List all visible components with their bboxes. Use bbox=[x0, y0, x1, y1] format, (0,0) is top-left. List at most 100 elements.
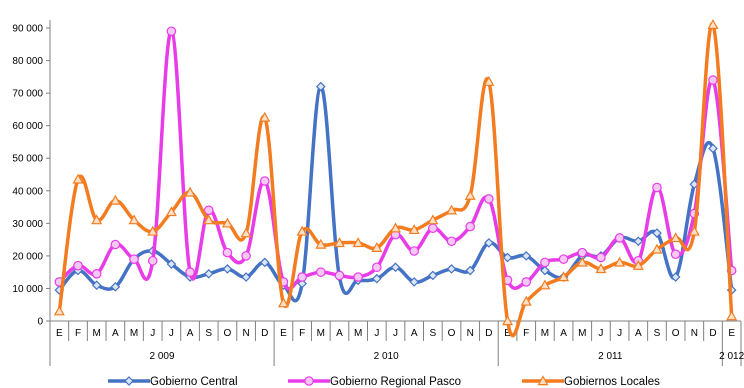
y-tick-label: 50 000 bbox=[12, 154, 43, 165]
x-tick-label: M bbox=[541, 328, 549, 339]
data-point bbox=[596, 252, 606, 263]
x-tick-label: O bbox=[224, 328, 232, 339]
data-point bbox=[315, 238, 327, 249]
data-point bbox=[409, 246, 419, 256]
data-point bbox=[297, 278, 307, 289]
data-point bbox=[240, 227, 252, 238]
data-point bbox=[577, 247, 588, 258]
series-gobierno-regional-pasco bbox=[54, 26, 737, 291]
x-tick-label: E bbox=[56, 328, 63, 339]
x-tick-label: J bbox=[598, 328, 603, 339]
x-tick-label: A bbox=[560, 328, 567, 339]
x-tick-label: S bbox=[205, 328, 212, 339]
data-point bbox=[651, 243, 663, 254]
data-point bbox=[502, 252, 513, 263]
data-point bbox=[72, 173, 84, 184]
data-point bbox=[726, 310, 738, 321]
year-group-label: 2 012 bbox=[719, 351, 744, 362]
x-tick-label: D bbox=[709, 328, 716, 339]
x-tick-label: N bbox=[691, 328, 698, 339]
data-point bbox=[558, 271, 570, 282]
data-point bbox=[184, 186, 196, 197]
data-point bbox=[241, 272, 251, 282]
x-tick-label: O bbox=[448, 328, 456, 339]
x-tick-label: A bbox=[411, 328, 418, 339]
data-point bbox=[333, 237, 345, 248]
data-point bbox=[483, 75, 495, 86]
data-point bbox=[390, 262, 401, 273]
data-point bbox=[670, 272, 681, 282]
data-point bbox=[129, 254, 139, 264]
data-point bbox=[540, 257, 550, 268]
y-tick-label: 20 000 bbox=[12, 251, 43, 262]
data-point bbox=[147, 225, 159, 236]
data-point bbox=[428, 223, 438, 234]
data-point bbox=[334, 270, 345, 281]
year-group-label: 2 011 bbox=[598, 351, 623, 362]
x-tick-label: F bbox=[299, 328, 305, 339]
data-point bbox=[221, 217, 233, 228]
data-point bbox=[558, 254, 569, 264]
x-axis: E F M A M J J A S O N D E F M A M J J A S O N D E F M A M J J A S O N D E2 0… bbox=[49, 320, 744, 366]
x-tick-label: O bbox=[672, 328, 680, 339]
series-layer bbox=[53, 19, 738, 338]
data-point bbox=[259, 176, 270, 186]
series-line bbox=[57, 84, 734, 303]
x-tick-label: M bbox=[317, 328, 325, 339]
data-point bbox=[203, 214, 215, 225]
data-point bbox=[91, 268, 102, 279]
data-point bbox=[614, 256, 626, 267]
series-line bbox=[57, 29, 734, 291]
legend-swatch-marker bbox=[124, 376, 134, 386]
data-point bbox=[315, 267, 326, 277]
y-axis: 0 10 000 20 000 30 000 40 000 50 000 60 000 70 … bbox=[12, 20, 51, 328]
data-point bbox=[371, 242, 383, 252]
data-point bbox=[53, 305, 65, 316]
data-point bbox=[595, 263, 607, 274]
data-point bbox=[277, 297, 289, 308]
data-point bbox=[222, 264, 233, 274]
legend-item: Gobiernos Locales bbox=[522, 375, 660, 388]
x-tick-label: E bbox=[504, 328, 511, 339]
data-point bbox=[110, 281, 121, 292]
data-point bbox=[446, 264, 457, 274]
data-point bbox=[708, 143, 718, 154]
legend-swatch-marker bbox=[304, 376, 314, 386]
x-tick-label: N bbox=[242, 328, 249, 339]
year-group-label: 2 009 bbox=[150, 351, 175, 362]
data-point bbox=[576, 256, 588, 267]
data-point bbox=[73, 260, 83, 271]
data-point bbox=[614, 233, 625, 243]
data-point bbox=[147, 255, 158, 266]
x-tick-label: D bbox=[485, 328, 492, 339]
y-tick-label: 0 bbox=[37, 317, 43, 328]
data-point bbox=[540, 265, 550, 276]
data-point bbox=[389, 222, 402, 233]
data-point bbox=[633, 236, 644, 247]
data-point bbox=[222, 247, 233, 258]
data-point bbox=[371, 273, 382, 284]
data-point bbox=[428, 270, 438, 281]
data-point bbox=[652, 228, 662, 238]
data-point bbox=[259, 257, 270, 268]
x-tick-label: J bbox=[150, 328, 155, 339]
x-tick-label: N bbox=[467, 328, 474, 339]
x-tick-label: A bbox=[187, 328, 194, 339]
x-tick-label: E bbox=[280, 328, 287, 339]
x-tick-label: D bbox=[261, 328, 268, 339]
x-tick-label: M bbox=[130, 328, 138, 339]
legend-item: Gobierno Central bbox=[108, 376, 238, 388]
data-point bbox=[203, 268, 214, 279]
data-point bbox=[670, 249, 681, 260]
data-point bbox=[427, 214, 439, 225]
x-tick-label: J bbox=[617, 328, 622, 339]
data-point bbox=[241, 251, 251, 261]
legend-label: Gobierno Central bbox=[150, 376, 238, 388]
year-group-label: 2 010 bbox=[374, 351, 399, 362]
legend-label: Gobiernos Locales bbox=[564, 376, 660, 388]
y-tick-label: 40 000 bbox=[12, 186, 43, 197]
x-tick-label: A bbox=[336, 328, 343, 339]
y-tick-label: 80 000 bbox=[12, 56, 43, 67]
x-tick-label: S bbox=[654, 328, 661, 339]
x-tick-label: M bbox=[354, 328, 362, 339]
